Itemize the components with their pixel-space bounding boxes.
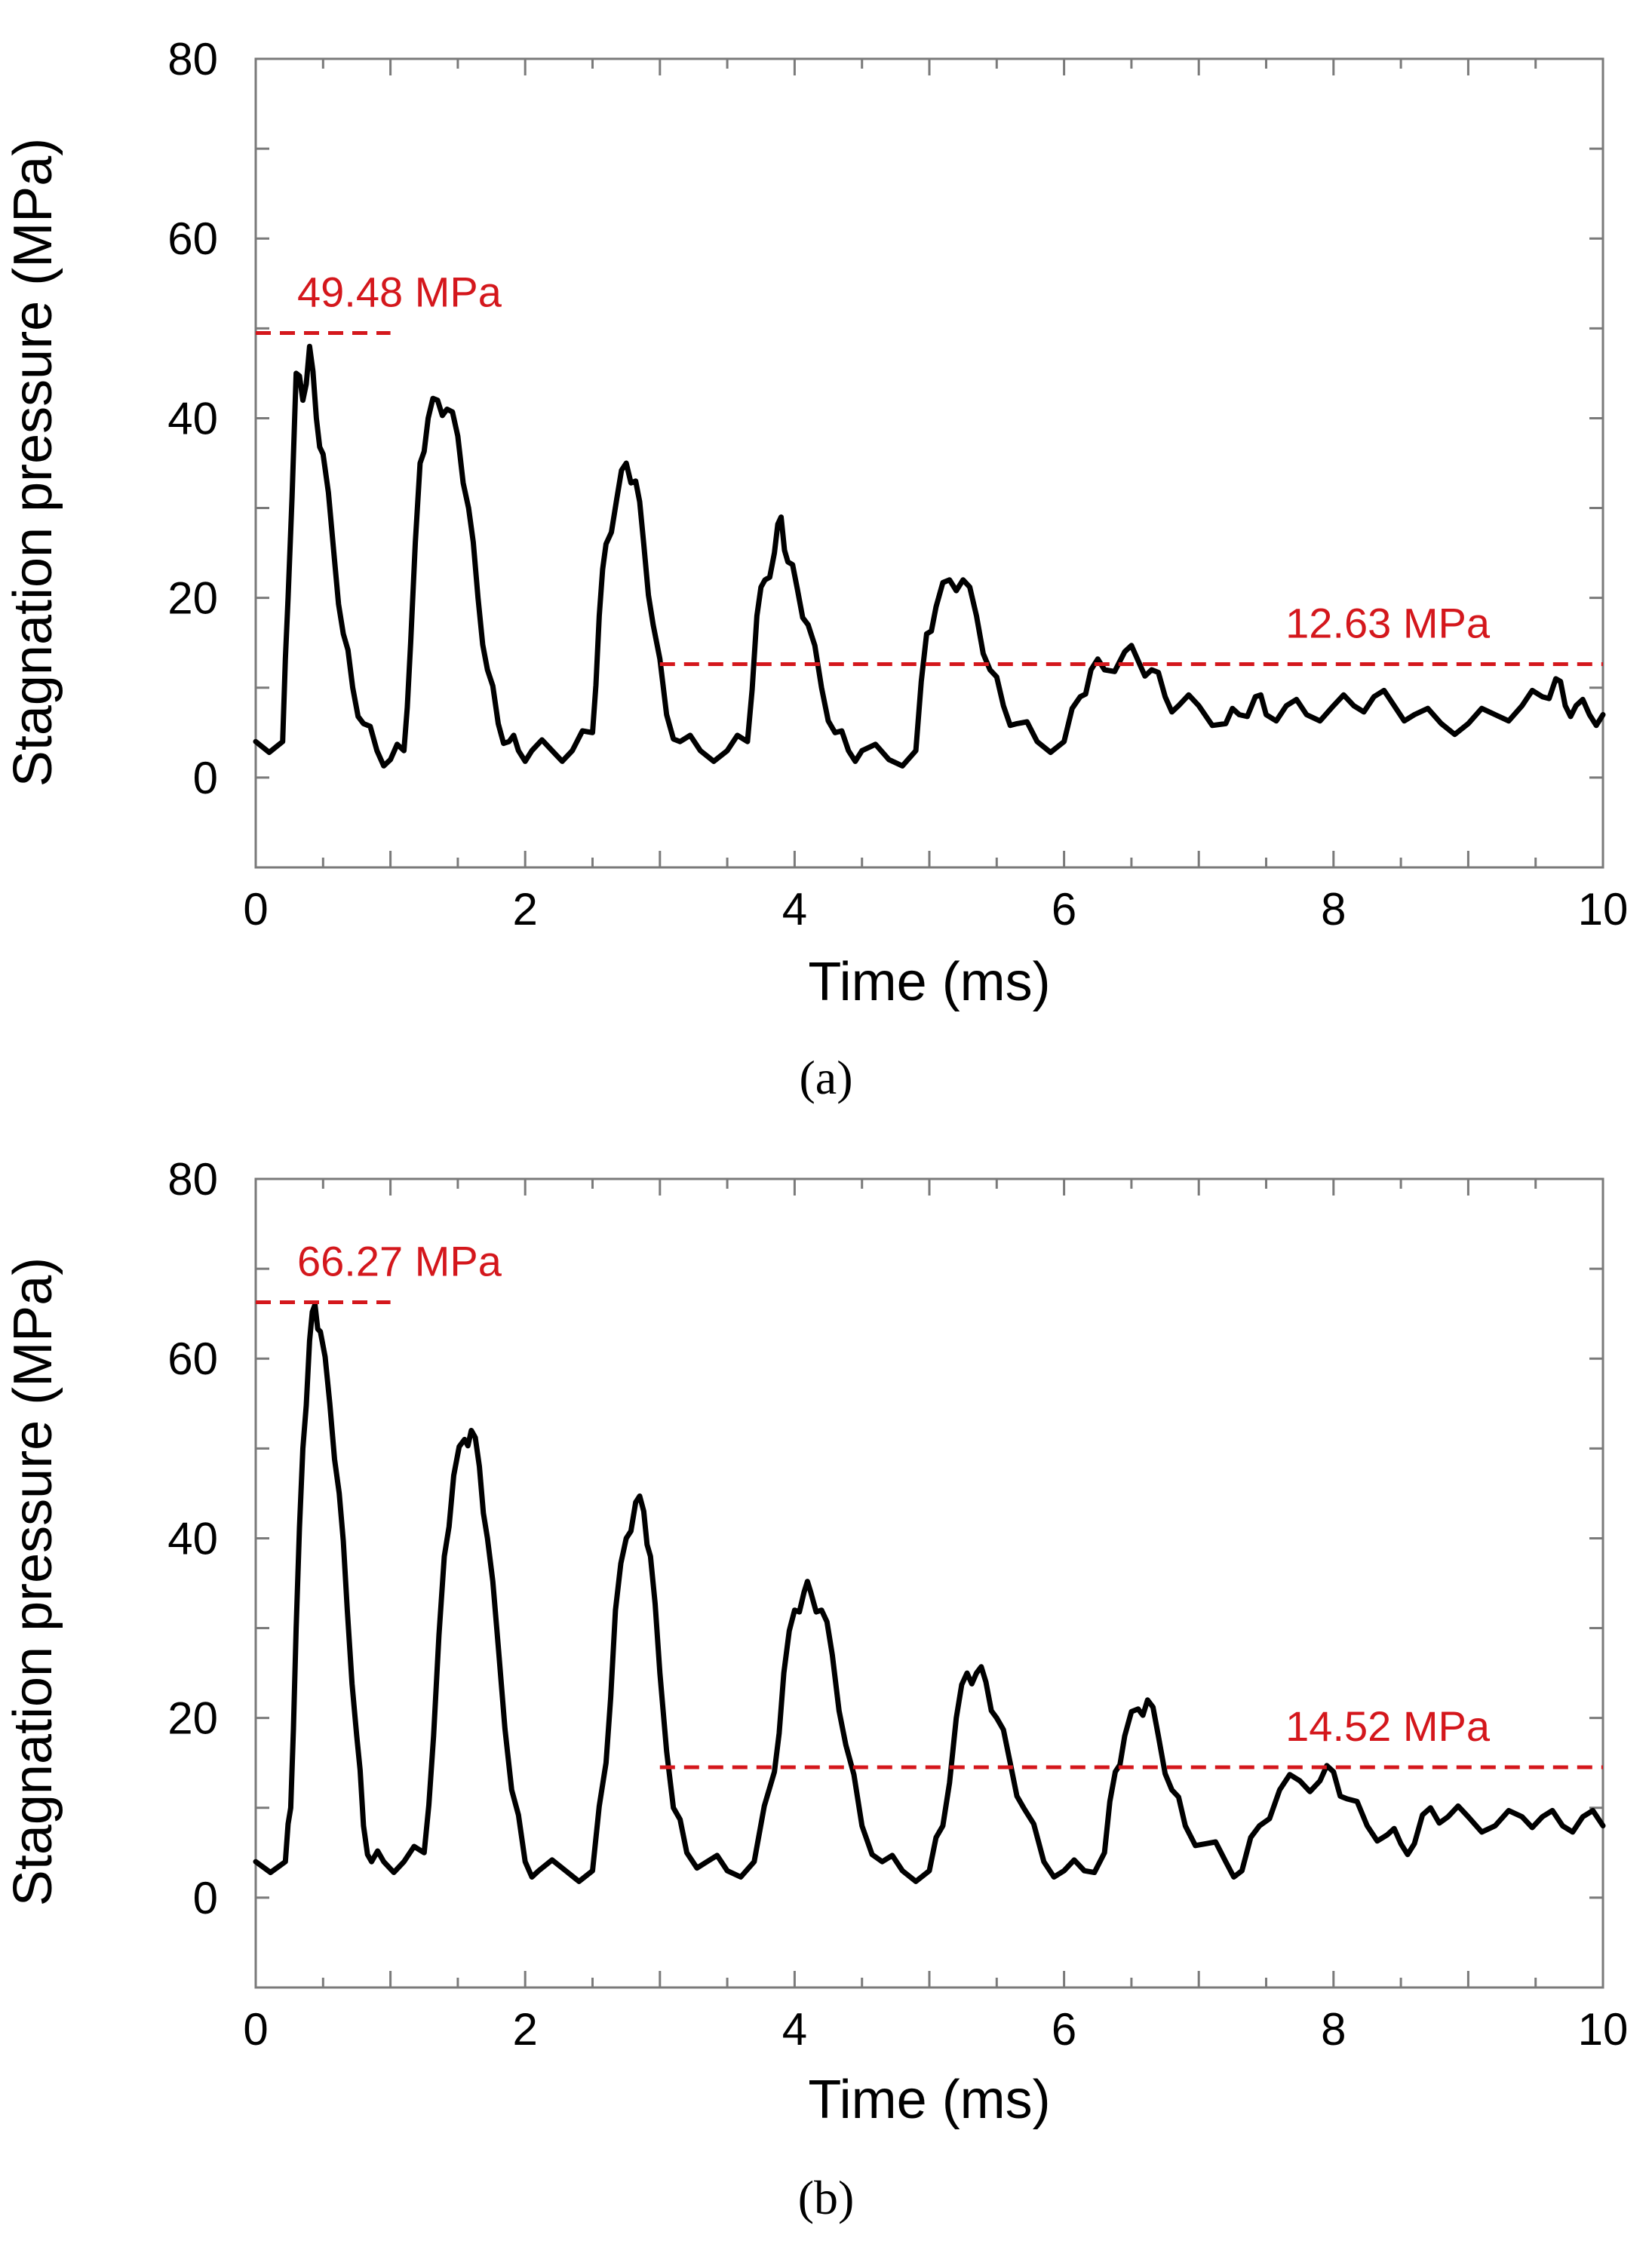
x-tick-label: 10 <box>1578 2004 1629 2055</box>
plot-area: 0 20 40 60 80 0 2 4 6 8 10 49.48 MPa 12.63 MPa <box>167 34 1628 935</box>
y-tick-label: 0 <box>193 753 218 803</box>
y-tick-label: 40 <box>167 1513 218 1564</box>
y-tick-label: 60 <box>167 213 218 264</box>
y-tick-label: 80 <box>167 1154 218 1205</box>
x-tick-label: 10 <box>1578 884 1629 935</box>
x-axis-label: Time (ms) <box>808 2070 1050 2130</box>
x-tick-label: 6 <box>1052 2004 1076 2055</box>
annotation-label: 66.27 MPa <box>297 1238 502 1285</box>
x-tick-label: 0 <box>243 2004 268 2055</box>
panel-a: Stagnation pressure (MPa) Time (ms) (a) … <box>3 34 1628 1104</box>
plot-frame <box>254 57 1604 869</box>
y-tick-label: 60 <box>167 1334 218 1384</box>
y-tick-label: 20 <box>167 573 218 624</box>
y-axis-label: Stagnation pressure (MPa) <box>3 138 63 787</box>
y-tick-label: 0 <box>193 1873 218 1923</box>
y-axis-label: Stagnation pressure (MPa) <box>3 1257 63 1906</box>
plot-area: 0 20 40 60 80 0 2 4 6 8 10 66.27 MPa 14.52 MPa <box>167 1154 1628 2055</box>
x-tick-label: 2 <box>513 884 538 935</box>
x-tick-label: 8 <box>1321 2004 1346 2055</box>
x-tick-label: 4 <box>782 2004 807 2055</box>
annotation-label: 49.48 MPa <box>297 269 502 316</box>
y-tick-label: 80 <box>167 34 218 84</box>
x-tick-label: 4 <box>782 884 807 935</box>
panel-label: (b) <box>798 2171 855 2224</box>
x-tick-label: 6 <box>1052 884 1076 935</box>
x-tick-label: 8 <box>1321 884 1346 935</box>
annotation-label: 12.63 MPa <box>1285 599 1491 646</box>
x-tick-label: 2 <box>513 2004 538 2055</box>
panel-b: Stagnation pressure (MPa) Time (ms) (b) … <box>3 1154 1628 2224</box>
panel-label: (a) <box>799 1051 852 1104</box>
series-line <box>253 343 1606 769</box>
y-tick-label: 20 <box>167 1693 218 1744</box>
annotation-label: 14.52 MPa <box>1285 1702 1491 1750</box>
x-tick-label: 0 <box>243 884 268 935</box>
y-tick-label: 40 <box>167 393 218 444</box>
x-axis-label: Time (ms) <box>808 952 1050 1012</box>
series-line <box>253 1302 1606 1884</box>
